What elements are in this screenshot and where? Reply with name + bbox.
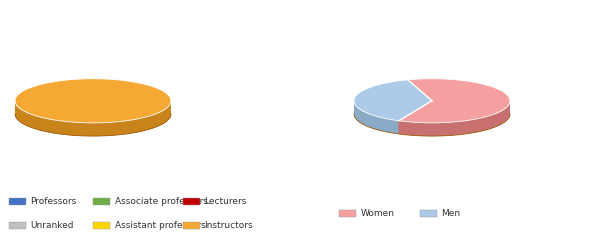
Polygon shape: [354, 101, 399, 134]
Bar: [9, 222, 26, 229]
Bar: [93, 198, 110, 205]
Polygon shape: [15, 114, 171, 136]
Polygon shape: [399, 101, 432, 134]
Text: Unranked: Unranked: [31, 221, 74, 230]
Polygon shape: [354, 114, 510, 136]
Bar: [420, 210, 437, 217]
Text: Lecturers: Lecturers: [205, 197, 247, 206]
Text: Instructors: Instructors: [205, 221, 253, 230]
Polygon shape: [15, 79, 171, 123]
Text: Women: Women: [361, 209, 395, 218]
Text: Professors: Professors: [31, 197, 77, 206]
Polygon shape: [399, 79, 510, 123]
Bar: [339, 210, 356, 217]
Polygon shape: [15, 101, 171, 136]
Text: Associate professors: Associate professors: [115, 197, 208, 206]
Text: Assistant professors: Assistant professors: [115, 221, 205, 230]
Bar: [93, 222, 110, 229]
Polygon shape: [399, 101, 510, 136]
Polygon shape: [354, 80, 432, 121]
Bar: [9, 198, 26, 205]
Polygon shape: [399, 101, 432, 134]
Bar: [183, 198, 200, 205]
Bar: [183, 222, 200, 229]
Text: Men: Men: [442, 209, 461, 218]
